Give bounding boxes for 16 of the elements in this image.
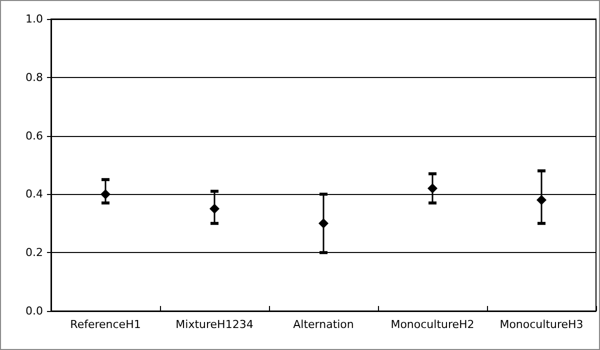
x-tick-label: MixtureH1234 [176,318,254,331]
x-tick-label: MonocultureH3 [500,318,584,331]
y-tick-label: 0.4 [26,188,43,201]
point [428,183,438,194]
point [536,195,546,206]
x-tick-label: MonocultureH2 [390,318,474,331]
y-tick-label: 0.8 [26,70,43,84]
point [210,204,220,214]
y-tick-label: 0.0 [26,304,43,318]
point [318,218,328,228]
y-tick-label: 0.2 [26,246,43,260]
x-tick-label: ReferenceH1 [70,318,141,331]
x-tick-label: Alternation [293,318,354,331]
y-tick-label: 0.6 [26,129,43,142]
point [100,189,110,200]
y-tick-label: 1.0 [26,12,43,26]
